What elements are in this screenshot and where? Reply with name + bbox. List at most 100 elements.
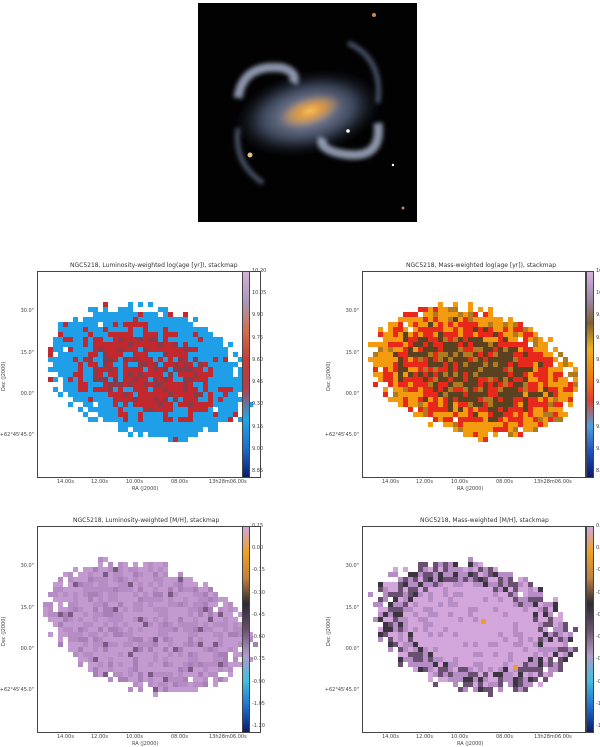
map-pixel: [418, 622, 423, 627]
map-pixel: [158, 367, 163, 372]
map-pixel: [73, 332, 78, 337]
map-pixel: [433, 312, 438, 317]
map-pixel: [573, 627, 578, 632]
map-pixel: [88, 667, 93, 672]
map-pixel: [513, 677, 518, 682]
map-pixel: [473, 662, 478, 667]
map-pixel: [453, 397, 458, 402]
map-pixel: [488, 577, 493, 582]
map-pixel: [208, 627, 213, 632]
colorbar-tick-label: 9.75: [596, 334, 600, 341]
map-pixel: [473, 397, 478, 402]
map-pixel: [528, 627, 533, 632]
map-pixel: [403, 577, 408, 582]
map-pixel: [163, 642, 168, 647]
map-pixel: [193, 592, 198, 597]
map-pixel: [538, 647, 543, 652]
map-pixel: [483, 327, 488, 332]
map-pixel: [218, 657, 223, 662]
map-pixel: [143, 632, 148, 637]
map-pixel: [438, 602, 443, 607]
map-pixel: [538, 387, 543, 392]
map-pixel: [123, 372, 128, 377]
map-pixel: [188, 672, 193, 677]
colorbar-tick-label: -1.05: [596, 700, 600, 707]
map-pixel: [518, 597, 523, 602]
map-pixel: [98, 562, 103, 567]
map-pixel: [138, 582, 143, 587]
map-pixel: [148, 632, 153, 637]
map-pixel: [403, 617, 408, 622]
y-tick-label: 00.0": [345, 391, 359, 397]
map-pixel: [438, 337, 443, 342]
map-pixel: [78, 322, 83, 327]
map-pixel: [513, 342, 518, 347]
map-pixel: [128, 652, 133, 657]
map-pixel: [168, 372, 173, 377]
map-pixel: [88, 607, 93, 612]
map-pixel: [208, 662, 213, 667]
map-pixel: [483, 577, 488, 582]
map-pixel: [48, 347, 53, 352]
map-pixel: [203, 337, 208, 342]
map-pixel: [488, 592, 493, 597]
map-pixel: [468, 412, 473, 417]
map-pixel: [438, 392, 443, 397]
map-pixel: [433, 372, 438, 377]
map-pixel: [493, 577, 498, 582]
map-pixel: [138, 427, 143, 432]
map-pixel: [443, 387, 448, 392]
colorbar-tick-label: 9.90: [252, 312, 264, 319]
map-pixel: [103, 567, 108, 572]
map-pixel: [168, 427, 173, 432]
map-pixel: [438, 562, 443, 567]
colorbar-tick-label: 10.05: [252, 290, 267, 297]
map-pixel: [238, 417, 243, 422]
map-pixel: [108, 677, 113, 682]
map-pixel: [553, 637, 558, 642]
map-pixel: [493, 607, 498, 612]
map-pixel: [443, 307, 448, 312]
map-pixel: [208, 332, 213, 337]
map-pixel: [128, 422, 133, 427]
map-pixel: [538, 382, 543, 387]
map-pixel: [168, 677, 173, 682]
map-pixel: [178, 317, 183, 322]
map-pixel: [128, 612, 133, 617]
map-pixel: [488, 587, 493, 592]
map-pixel: [488, 387, 493, 392]
map-pixel: [448, 662, 453, 667]
map-pixel: [228, 402, 233, 407]
map-pixel: [103, 587, 108, 592]
map-pixel: [128, 567, 133, 572]
map-pixel: [173, 582, 178, 587]
map-pixel: [398, 347, 403, 352]
map-pixel: [73, 622, 78, 627]
map-pixel: [113, 672, 118, 677]
map-pixel: [178, 372, 183, 377]
map-pixel: [173, 627, 178, 632]
map-pixel: [438, 367, 443, 372]
map-pixel: [453, 382, 458, 387]
map-pixel: [168, 387, 173, 392]
map-pixel: [163, 347, 168, 352]
map-pixel: [518, 582, 523, 587]
map-pixel: [148, 627, 153, 632]
map-pixel: [513, 417, 518, 422]
map-pixel: [88, 627, 93, 632]
map-pixel: [213, 597, 218, 602]
map-pixel: [168, 417, 173, 422]
map-pixel: [123, 592, 128, 597]
map-pixel: [468, 567, 473, 572]
map-pixel: [158, 632, 163, 637]
map-pixel: [68, 342, 73, 347]
map-pixel: [473, 372, 478, 377]
map-pixel: [498, 662, 503, 667]
map-pixel: [418, 397, 423, 402]
map-pixel: [168, 437, 173, 442]
map-pixel: [168, 382, 173, 387]
map-pixel: [153, 347, 158, 352]
map-pixel: [493, 377, 498, 382]
map-pixel: [563, 642, 568, 647]
map-pixel: [218, 402, 223, 407]
